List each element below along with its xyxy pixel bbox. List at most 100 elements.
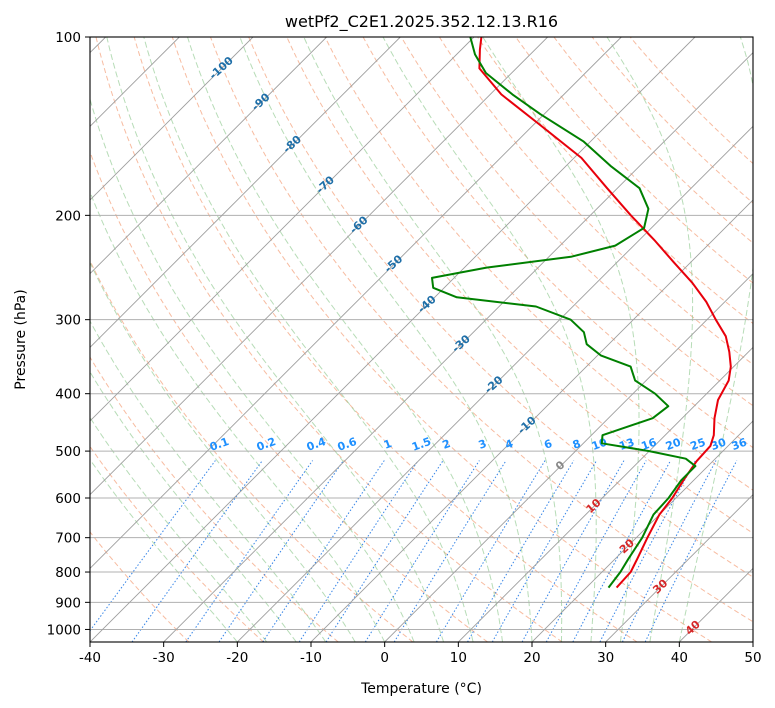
isotherm-line: [458, 346, 753, 642]
dry-adiabat-line: [591, 37, 753, 204]
mixing-ratio-line: [364, 460, 480, 642]
mixing-ratio-label: 30: [709, 436, 728, 454]
mixing-ratio-label: 6: [542, 437, 554, 452]
dry-adiabat-line: [553, 37, 753, 244]
moist-adiabat-line: [482, 37, 640, 642]
mixing-ratio-label: 0.6: [336, 435, 359, 454]
dry-adiabat-line: [90, 531, 190, 642]
mixing-ratio-label: 25: [689, 436, 708, 453]
moist-adiabat-line: [90, 458, 238, 642]
mixing-ratio-label: 1.5: [410, 435, 433, 454]
x-tick-label: 30: [597, 650, 614, 666]
mixing-ratio-label: 4: [503, 437, 515, 452]
dewpoint-profile-line: [431, 37, 697, 589]
mixing-ratio-label: 8: [571, 437, 583, 452]
mixing-ratio-line: [90, 460, 216, 632]
moist-adiabat-line: [143, 37, 474, 642]
moist-adiabat-line: [90, 416, 268, 642]
isotherm-line: [90, 37, 401, 348]
mixing-ratio-label: 10: [590, 436, 609, 454]
mixing-ratio-line: [262, 460, 385, 642]
y-tick-label: 200: [55, 208, 81, 224]
mixing-ratio-label: 2: [441, 437, 453, 452]
dry-adiabat-line: [133, 37, 638, 642]
moist-adiabat-line: [90, 261, 356, 642]
dry-adiabat-line: [438, 37, 753, 366]
mixing-ratio-line: [325, 460, 444, 642]
isotherm-line: [90, 37, 696, 642]
plot-area: [90, 37, 753, 642]
mixing-ratio-line: [599, 460, 696, 642]
dry-adiabat-line: [90, 259, 414, 642]
x-tick-label: 40: [671, 650, 688, 666]
mixing-ratio-label: 0.1: [208, 435, 231, 454]
y-tick-label: 700: [55, 531, 81, 547]
x-tick-label: 20: [523, 650, 540, 666]
isotherm-line: [90, 37, 622, 569]
mixing-ratio-label: 1: [382, 437, 394, 452]
dry-adiabat-line: [477, 37, 753, 325]
axes-layer: -40 -30 -20 -10 0 10 20 30 40 50 1000 900 800 700 600 5…: [47, 30, 762, 666]
x-tick-label: 50: [744, 650, 761, 666]
y-tick-label: 600: [55, 491, 81, 507]
moist-adiabat-line: [187, 37, 503, 642]
isotherm-line: [90, 37, 254, 201]
isotherm-line: [605, 494, 753, 642]
mixing-ratio-label: 36: [730, 436, 749, 454]
plot-background: [90, 37, 753, 642]
series-layer: [431, 37, 732, 589]
mixing-ratio-line: [644, 460, 738, 642]
x-tick-label: 0: [380, 650, 389, 666]
moist-adiabat-line: [106, 37, 445, 642]
x-tick-label: 10: [450, 650, 467, 666]
isotherm-line: [163, 52, 753, 642]
moist-adiabat-line: [303, 37, 563, 642]
y-tick-label: 1000: [47, 622, 81, 638]
plot-frame: [89, 36, 754, 643]
moist-adiabat-line: [239, 37, 533, 642]
isotherm-line: [310, 199, 753, 642]
moist-adiabat-line: [678, 37, 753, 642]
moist-adiabat-line: [382, 37, 597, 642]
y-tick-label: 900: [55, 595, 81, 611]
x-tick-label: -20: [226, 650, 248, 666]
y-axis-title: Pressure (hPa): [13, 289, 29, 389]
temperature-profile-line: [478, 37, 732, 589]
y-tick-label: 100: [55, 30, 81, 46]
dry-adiabat-line: [90, 150, 488, 642]
mixing-ratio-line: [218, 460, 344, 642]
mixing-ratio-line: [545, 460, 647, 642]
dry-adiabat-line: [248, 37, 753, 578]
mixing-ratio-label: 0.4: [305, 435, 328, 454]
isotherm-line: [90, 37, 548, 496]
dry-adiabat-line: [400, 37, 753, 407]
mixing-ratio-line: [298, 460, 419, 642]
y-tick-label: 400: [55, 387, 81, 403]
mixing-ratio-line: [621, 460, 717, 642]
isotherm-line: [90, 37, 475, 422]
moist-adiabat-line: [90, 190, 386, 642]
dry-adiabat-line: [324, 37, 753, 491]
y-tick-label: 500: [55, 444, 81, 460]
x-tick-label: -30: [153, 650, 175, 666]
dry-adiabat-line: [210, 37, 753, 623]
x-axis-title: Temperature (°C): [360, 681, 482, 697]
grid-layer: [90, 37, 753, 642]
mixing-ratio-line: [131, 460, 263, 642]
mixing-ratio-label: 16: [640, 436, 659, 454]
dry-adiabat-line: [90, 356, 339, 642]
y-tick-label: 300: [55, 313, 81, 329]
mixing-ratio-label: 20: [664, 436, 683, 454]
dry-adiabat-line: [171, 37, 712, 642]
chart-title: wetPf2_C2E1.2025.352.12.13.R16: [285, 12, 558, 32]
mixing-ratio-label: 0.2: [255, 435, 278, 454]
dry-adiabat-line: [95, 37, 563, 642]
mixing-ratio-line: [435, 460, 546, 642]
y-tick-label: 800: [55, 565, 81, 581]
mixing-ratio-line: [393, 460, 507, 642]
dry-adiabat-line: [286, 37, 753, 534]
isotherm-line: [237, 125, 753, 642]
isotherm-line: [90, 37, 327, 275]
isotherm-line: [384, 273, 753, 642]
